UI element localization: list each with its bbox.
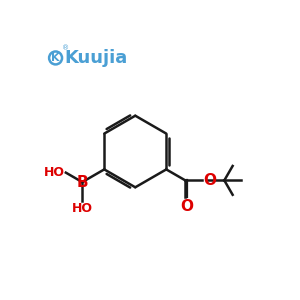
- Text: O: O: [203, 173, 216, 188]
- Text: B: B: [76, 175, 88, 190]
- Text: HO: HO: [44, 166, 65, 179]
- Text: ®: ®: [62, 46, 69, 52]
- Text: K: K: [51, 53, 60, 63]
- Text: O: O: [180, 199, 193, 214]
- Text: HO: HO: [72, 202, 93, 215]
- Text: Kuujia: Kuujia: [65, 49, 128, 67]
